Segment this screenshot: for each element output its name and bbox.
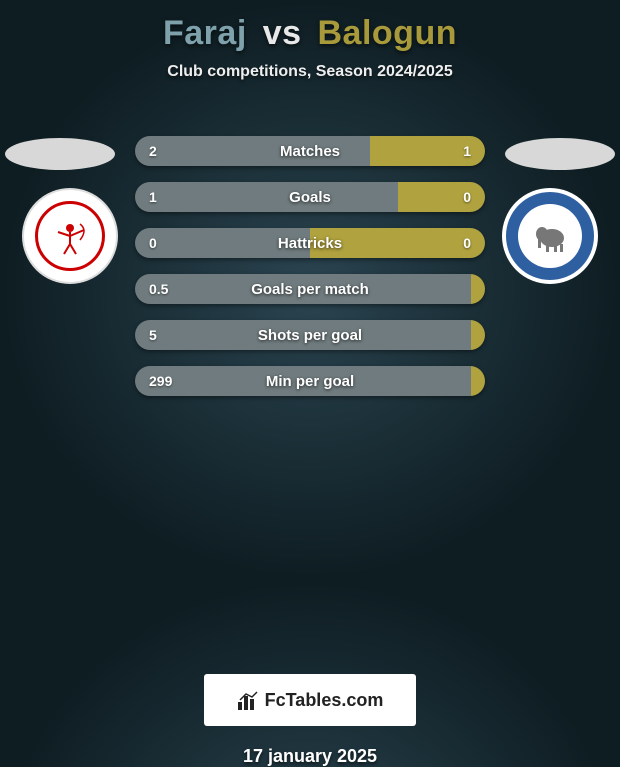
stat-bar-left: 2	[135, 136, 370, 166]
stat-bar-right	[471, 366, 485, 396]
elephant-icon	[528, 214, 572, 258]
club-badge-left	[22, 188, 118, 284]
comparison-subtitle: Club competitions, Season 2024/2025	[0, 63, 620, 81]
stat-right-value: 0	[463, 189, 471, 205]
stat-left-value: 5	[149, 327, 157, 343]
stat-bar-left: 299	[135, 366, 471, 396]
stat-bar-right: 0	[398, 182, 486, 212]
club-badge-right-inner	[518, 204, 582, 268]
stat-bar-right: 1	[370, 136, 486, 166]
stat-row: 299Min per goal	[135, 366, 485, 396]
chart-icon	[237, 690, 259, 710]
stat-right-value: 1	[463, 143, 471, 159]
stat-left-value: 0	[149, 235, 157, 251]
comparison-date: 17 january 2025	[0, 746, 620, 767]
stat-bar-right	[471, 320, 485, 350]
stat-bar-left: 5	[135, 320, 471, 350]
fctables-text: FcTables.com	[265, 690, 384, 711]
title-vs: vs	[263, 14, 302, 52]
stat-left-value: 299	[149, 373, 172, 389]
stat-left-value: 1	[149, 189, 157, 205]
stat-bar-left: 0.5	[135, 274, 471, 304]
stat-row: 21Matches	[135, 136, 485, 166]
stat-bar-right: 0	[310, 228, 485, 258]
stat-bar-left: 0	[135, 228, 310, 258]
stat-bar-left: 1	[135, 182, 398, 212]
fctables-branding[interactable]: FcTables.com	[204, 674, 416, 726]
stat-row: 10Goals	[135, 182, 485, 212]
stat-left-value: 0.5	[149, 281, 168, 297]
stat-left-value: 2	[149, 143, 157, 159]
stat-row: 0.5Goals per match	[135, 274, 485, 304]
title-player1: Faraj	[163, 14, 247, 52]
stat-right-value: 0	[463, 235, 471, 251]
player1-photo-placeholder	[5, 138, 115, 170]
player2-photo-placeholder	[505, 138, 615, 170]
club-badge-left-inner	[35, 201, 105, 271]
stats-container: 21Matches10Goals00Hattricks0.5Goals per …	[135, 136, 485, 412]
stat-row: 5Shots per goal	[135, 320, 485, 350]
club-badge-right	[502, 188, 598, 284]
stat-row: 00Hattricks	[135, 228, 485, 258]
archer-icon	[50, 216, 90, 256]
title-player2: Balogun	[318, 14, 457, 52]
stat-bar-right	[471, 274, 485, 304]
comparison-title: Faraj vs Balogun	[0, 14, 620, 53]
